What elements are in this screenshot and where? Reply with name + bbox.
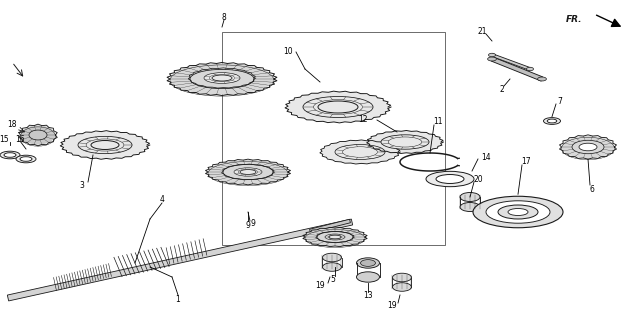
- Text: 21: 21: [477, 28, 487, 36]
- Ellipse shape: [498, 205, 538, 219]
- Ellipse shape: [317, 232, 353, 243]
- Ellipse shape: [572, 140, 604, 154]
- Text: 13: 13: [363, 290, 373, 300]
- Ellipse shape: [323, 263, 342, 271]
- Ellipse shape: [86, 139, 124, 151]
- Text: 18: 18: [7, 120, 17, 130]
- Ellipse shape: [488, 57, 497, 61]
- Ellipse shape: [209, 74, 235, 82]
- Ellipse shape: [170, 63, 274, 94]
- Ellipse shape: [78, 136, 132, 154]
- Ellipse shape: [212, 75, 232, 81]
- Text: 6: 6: [589, 184, 595, 193]
- Ellipse shape: [538, 77, 547, 81]
- Ellipse shape: [288, 92, 388, 122]
- Ellipse shape: [356, 272, 380, 282]
- Ellipse shape: [561, 136, 614, 158]
- Polygon shape: [310, 219, 350, 233]
- Ellipse shape: [473, 196, 563, 228]
- Text: 9: 9: [246, 221, 250, 230]
- Ellipse shape: [204, 73, 240, 83]
- Ellipse shape: [240, 170, 256, 174]
- Ellipse shape: [63, 132, 147, 158]
- Text: 11: 11: [433, 118, 443, 126]
- Ellipse shape: [508, 209, 528, 216]
- Ellipse shape: [190, 68, 254, 87]
- Ellipse shape: [314, 100, 362, 114]
- Text: 10: 10: [283, 48, 293, 56]
- Ellipse shape: [369, 131, 441, 153]
- Ellipse shape: [20, 157, 32, 161]
- Text: 19: 19: [315, 281, 325, 289]
- Ellipse shape: [325, 234, 345, 240]
- Ellipse shape: [392, 283, 412, 291]
- Text: 2: 2: [500, 85, 504, 94]
- Ellipse shape: [335, 145, 385, 159]
- Ellipse shape: [303, 96, 373, 118]
- Ellipse shape: [91, 140, 119, 150]
- Text: 5: 5: [331, 275, 335, 283]
- Ellipse shape: [388, 137, 422, 147]
- Ellipse shape: [329, 235, 341, 239]
- Ellipse shape: [223, 165, 273, 179]
- Polygon shape: [491, 57, 543, 81]
- Ellipse shape: [20, 126, 56, 145]
- Ellipse shape: [436, 175, 464, 184]
- Ellipse shape: [356, 258, 380, 268]
- Ellipse shape: [4, 153, 16, 157]
- Ellipse shape: [460, 203, 480, 211]
- Ellipse shape: [488, 53, 495, 57]
- Ellipse shape: [486, 201, 550, 223]
- Ellipse shape: [317, 232, 353, 243]
- Ellipse shape: [579, 143, 597, 151]
- Text: 3: 3: [79, 180, 84, 190]
- Ellipse shape: [318, 101, 358, 113]
- Ellipse shape: [381, 135, 429, 149]
- Text: 1: 1: [175, 294, 180, 303]
- Text: 20: 20: [473, 174, 483, 184]
- Ellipse shape: [547, 119, 557, 123]
- Polygon shape: [492, 54, 531, 70]
- Ellipse shape: [0, 151, 20, 159]
- Text: 14: 14: [481, 152, 491, 161]
- Ellipse shape: [328, 235, 342, 239]
- Ellipse shape: [190, 69, 254, 88]
- Ellipse shape: [392, 273, 412, 282]
- Ellipse shape: [543, 118, 561, 124]
- Polygon shape: [7, 219, 353, 301]
- Text: FR.: FR.: [566, 15, 582, 23]
- Ellipse shape: [223, 165, 273, 179]
- Text: 17: 17: [521, 158, 531, 166]
- Ellipse shape: [305, 228, 365, 246]
- Ellipse shape: [360, 260, 376, 266]
- Text: 12: 12: [358, 115, 368, 125]
- Ellipse shape: [342, 147, 378, 157]
- Ellipse shape: [527, 67, 534, 71]
- Ellipse shape: [234, 168, 262, 176]
- Text: 9: 9: [251, 219, 255, 229]
- Text: 8: 8: [221, 12, 227, 22]
- Text: 19: 19: [387, 301, 397, 309]
- Ellipse shape: [208, 160, 288, 184]
- Ellipse shape: [460, 192, 480, 202]
- Text: 4: 4: [159, 195, 164, 204]
- Text: 15: 15: [0, 134, 9, 144]
- Ellipse shape: [322, 141, 398, 163]
- Ellipse shape: [323, 253, 342, 262]
- Text: 7: 7: [557, 96, 563, 106]
- Ellipse shape: [16, 155, 36, 163]
- Text: 16: 16: [15, 134, 25, 144]
- Ellipse shape: [238, 169, 258, 175]
- Ellipse shape: [29, 130, 47, 140]
- Ellipse shape: [426, 171, 474, 187]
